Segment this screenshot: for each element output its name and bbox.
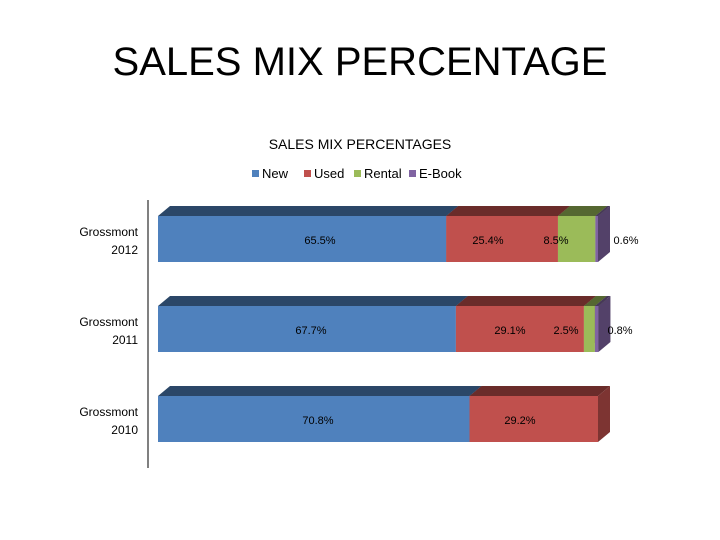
data-label-new: 70.8% (302, 415, 333, 427)
data-label-rental: 8.5% (543, 235, 568, 247)
legend-label-e-book: E-Book (419, 166, 462, 181)
data-label-new: 65.5% (304, 235, 335, 247)
legend-label-used: Used (314, 166, 344, 181)
data-label-used: 25.4% (472, 235, 503, 247)
category-labels: Grossmont 2012 Grossmont 2011 Grossmont 2010 (79, 225, 138, 437)
data-label-rental: 2.5% (553, 325, 578, 337)
category-label: 2011 (112, 333, 138, 347)
data-label-new: 67.7% (295, 325, 326, 337)
bar-segment-e-book (594, 296, 611, 352)
data-labels: 65.5% 67.7% 70.8% 25.4% 29.1% 29.2% 8.5% 2.5% 0.… (295, 235, 638, 427)
data-label-e-book: 0.6% (613, 235, 638, 247)
bar-segment-used (446, 206, 570, 262)
data-label-used: 29.2% (504, 415, 535, 427)
category-label: 2012 (111, 243, 138, 257)
bar-segment-new (158, 386, 482, 442)
legend-swatch-e-book (409, 170, 416, 177)
legend-label-new: New (262, 166, 289, 181)
legend-swatch-rental (354, 170, 361, 177)
bar-segment-e-book (595, 206, 610, 262)
data-label-e-book: 0.8% (607, 325, 632, 337)
legend-swatch-new (252, 170, 259, 177)
category-label: Grossmont (79, 315, 138, 329)
bar-segment-new (158, 296, 468, 352)
bar-segment-used (455, 296, 596, 352)
bar-segment-new (158, 206, 459, 262)
category-label: 2010 (111, 423, 138, 437)
category-label: Grossmont (79, 225, 138, 239)
chart-legend: New Used Rental E-Book (252, 166, 462, 181)
category-label: Grossmont (79, 405, 138, 419)
legend-swatch-used (304, 170, 311, 177)
chart-title: SALES MIX PERCENTAGES (269, 136, 452, 152)
bars-group (158, 206, 611, 442)
data-label-used: 29.1% (494, 325, 525, 337)
bar-segment-used (469, 386, 610, 442)
slide-title: SALES MIX PERCENTAGE (112, 40, 608, 84)
legend-label-rental: Rental (364, 166, 402, 181)
